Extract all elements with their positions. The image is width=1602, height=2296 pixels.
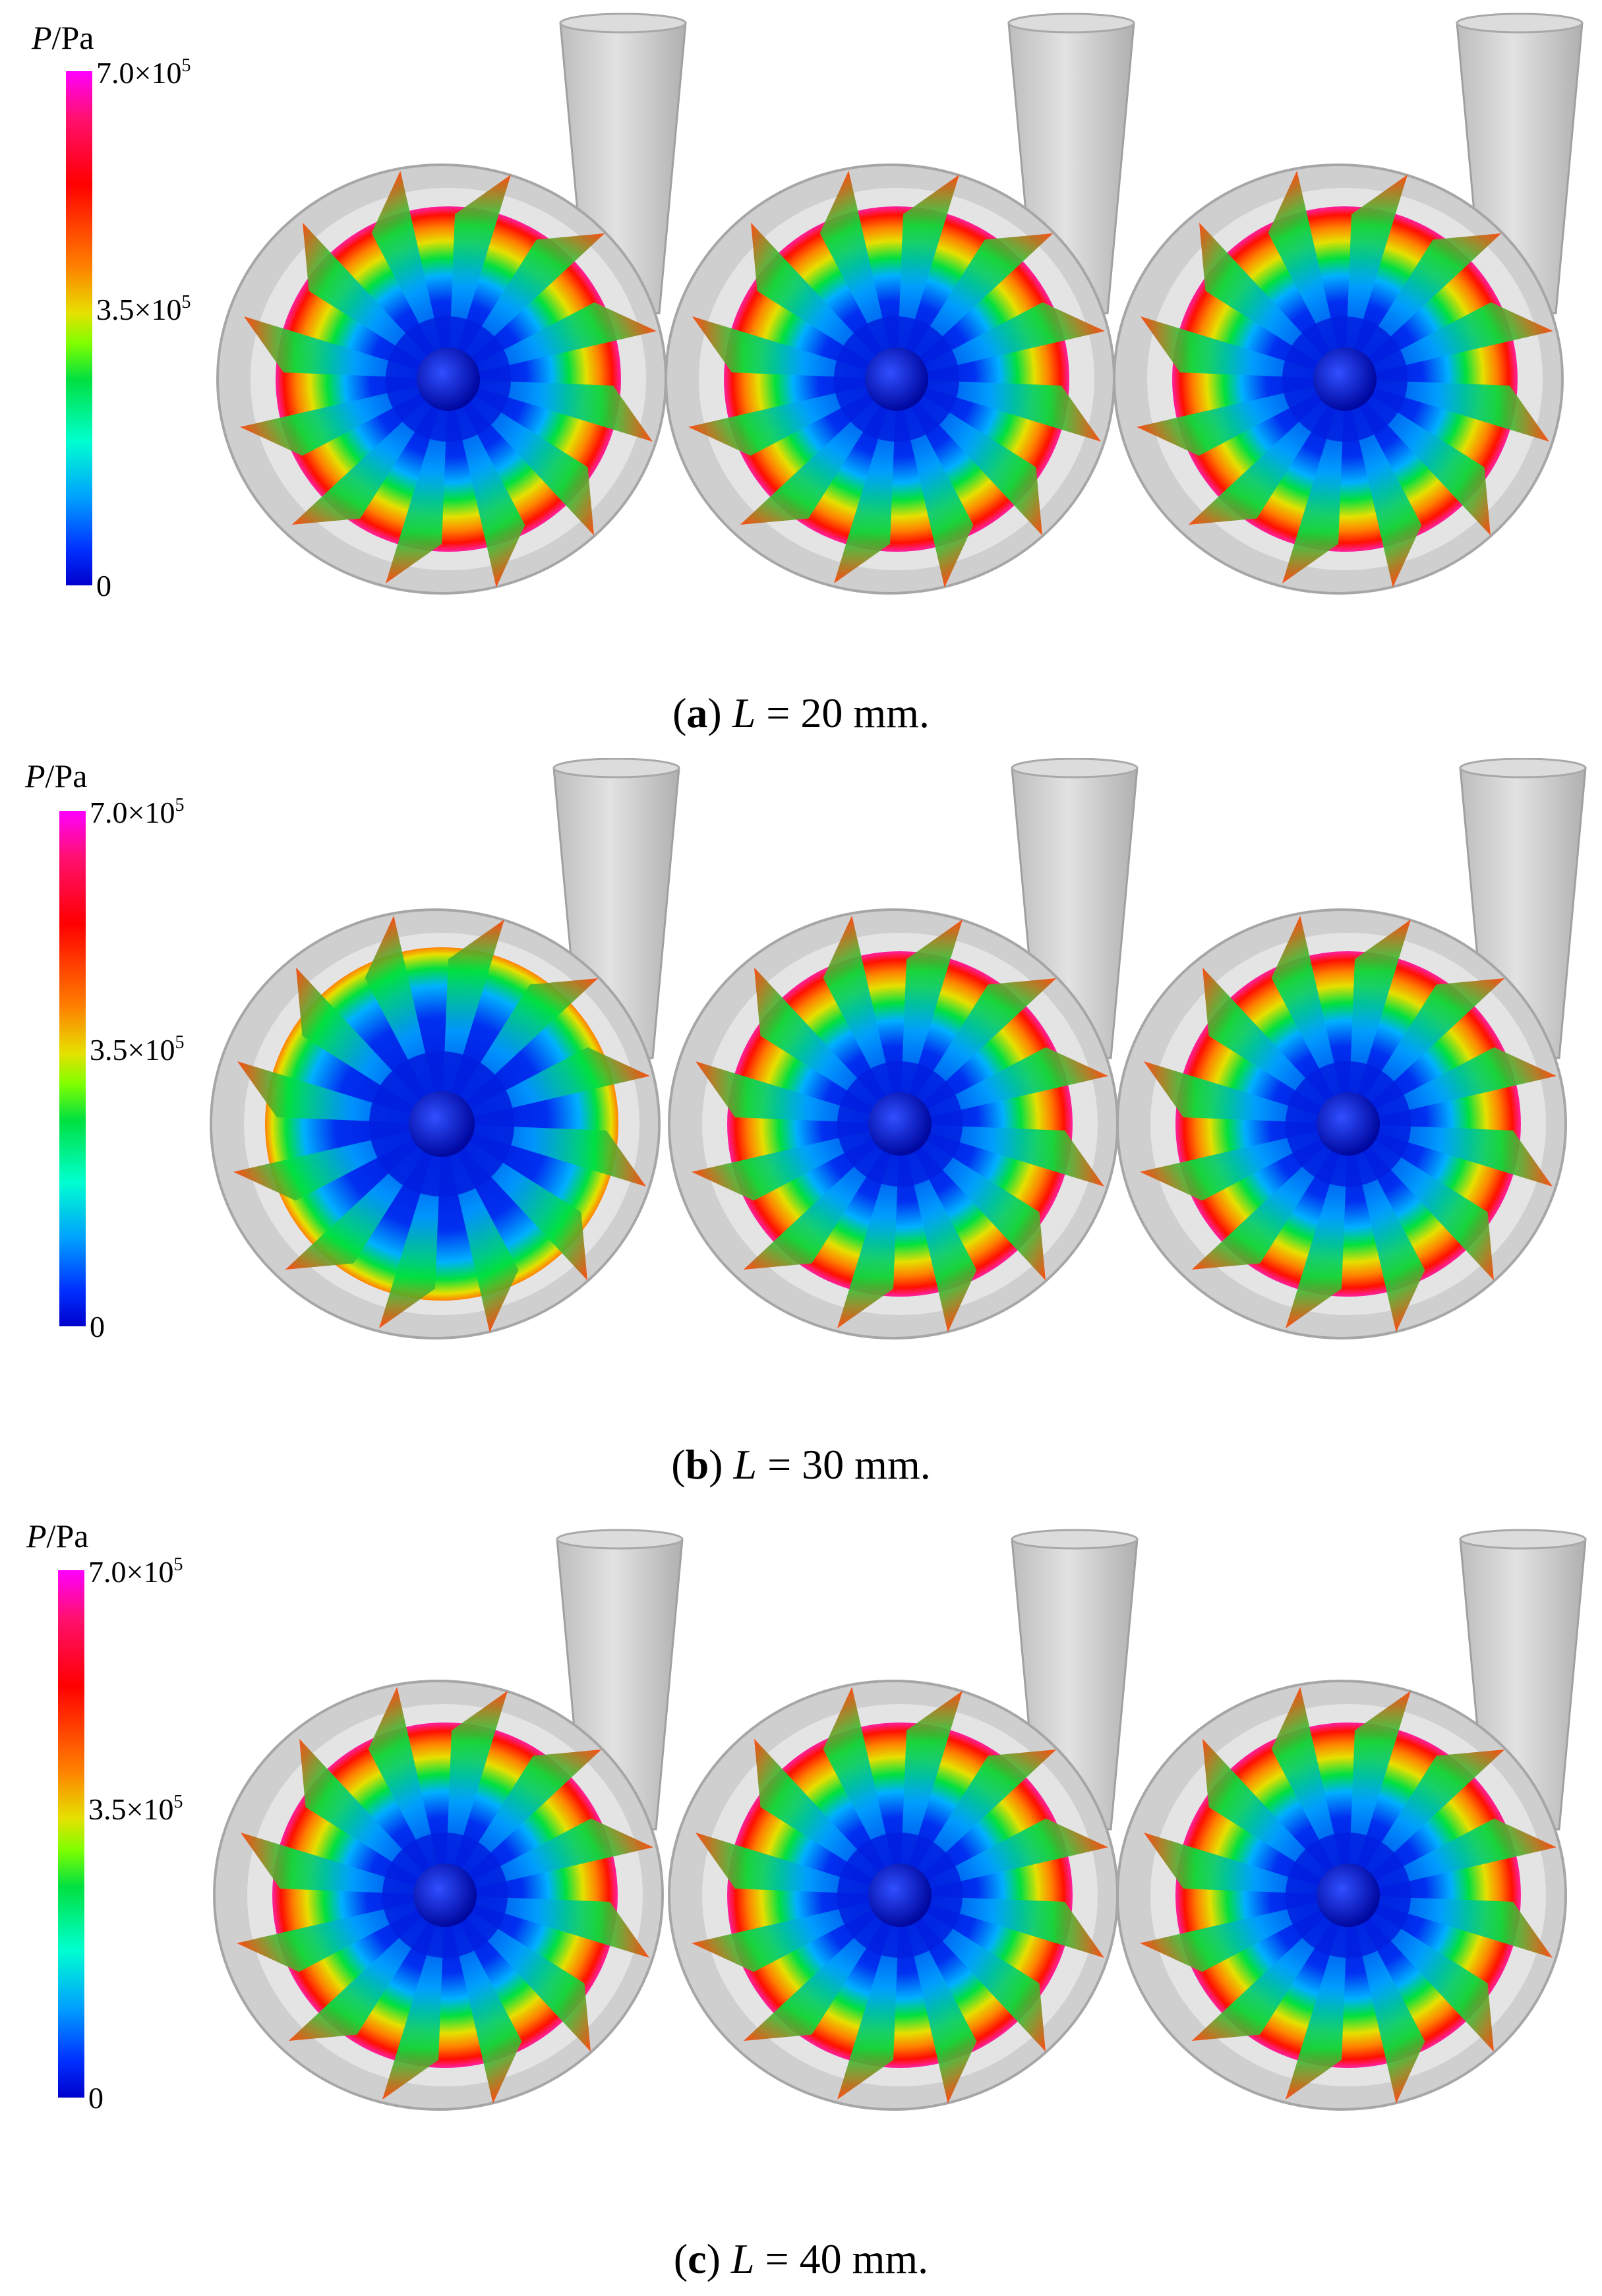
colorbar — [59, 811, 86, 1326]
colorbar — [58, 1570, 84, 2098]
impeller-image — [666, 14, 1134, 593]
panel-caption: (b) L = 30 mm. — [671, 1441, 931, 1488]
panel-caption: (c) L = 40 mm. — [673, 2235, 929, 2282]
colorbar-unit-label: P/Pa — [32, 19, 94, 56]
impeller-row — [0, 758, 1602, 1430]
colorbar-unit-label: P/Pa — [25, 757, 88, 794]
impeller-image — [1117, 759, 1586, 1338]
impeller-image — [211, 759, 679, 1338]
colorbar-tick-max: 7.0×105 — [88, 1554, 183, 1589]
colorbar-tick-max: 7.0×105 — [96, 55, 191, 90]
impeller-image — [214, 1530, 682, 2109]
panel-a: P/Pa 7.0×105 3.5×105 0 (a) L = 20 mm. — [0, 0, 1602, 758]
colorbar-tick-mid: 3.5×105 — [88, 1792, 183, 1826]
impeller-image — [1114, 14, 1582, 593]
colorbar-tick-mid: 3.5×105 — [90, 1032, 185, 1067]
colorbar-unit-label: P/Pa — [26, 1517, 89, 1554]
impeller-image — [218, 14, 686, 593]
impeller-row — [0, 1516, 1602, 2202]
colorbar-tick-min: 0 — [90, 1310, 105, 1343]
impeller-image — [669, 1530, 1137, 2109]
colorbar — [66, 71, 92, 585]
colorbar-tick-min: 0 — [96, 569, 111, 603]
panel-caption: (a) L = 20 mm. — [672, 690, 930, 736]
panel-c: P/Pa 7.0×105 3.5×105 0 (c) L = 40 mm. — [0, 1516, 1602, 2296]
colorbar-tick-max: 7.0×105 — [90, 795, 185, 829]
impeller-row — [0, 0, 1602, 672]
panel-b: P/Pa 7.0×105 3.5×105 0 (b) L = 30 mm. — [0, 758, 1602, 1516]
impeller-image — [1117, 1530, 1586, 2109]
colorbar-tick-mid: 3.5×105 — [96, 292, 191, 326]
colorbar-tick-min: 0 — [88, 2081, 104, 2115]
impeller-image — [669, 759, 1137, 1338]
